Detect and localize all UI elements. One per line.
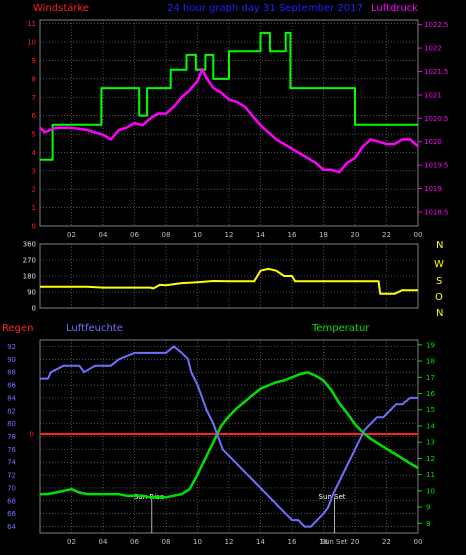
y-tick-label-humidity: 80: [7, 420, 16, 428]
y-tick-label-wind: 1: [32, 204, 36, 212]
y-tick-label-direction: 270: [23, 257, 36, 265]
x-tick-label: 16: [288, 538, 297, 546]
y-tick-label-wind: 10: [27, 39, 36, 47]
y-tick-label-pressure: 1021: [424, 91, 442, 99]
temperature-title: Temperatur: [311, 323, 370, 334]
y-tick-label-humidity: 82: [7, 407, 16, 415]
y-tick-label-temperature: 15: [426, 406, 435, 414]
y-tick-label-humidity: 92: [7, 343, 16, 351]
x-tick-label: 12: [225, 538, 234, 546]
x-tick-label: 04: [99, 538, 108, 546]
y-tick-label-wind: 2: [32, 186, 36, 194]
rain-axis-label: 0: [30, 431, 34, 439]
x-tick-label: 08: [162, 231, 171, 239]
y-tick-label-humidity: 88: [7, 369, 16, 377]
y-tick-label-temperature: 8: [426, 520, 430, 528]
y-tick-label-humidity: 64: [7, 523, 16, 531]
y-tick-label-temperature: 14: [426, 422, 435, 430]
x-tick-label: 14: [256, 231, 265, 239]
x-tick-label: 02: [67, 538, 76, 546]
direction-letter: S: [436, 276, 442, 287]
y-tick-label-humidity: 70: [7, 484, 16, 492]
y-tick-label-humidity: 68: [7, 497, 16, 505]
x-tick-label: 06: [130, 231, 139, 239]
y-tick-label-temperature: 11: [426, 471, 435, 479]
x-tick-label: 22: [382, 231, 391, 239]
y-tick-label-humidity: 86: [7, 382, 16, 390]
y-tick-label-humidity: 72: [7, 472, 16, 480]
y-tick-label-temperature: 18: [426, 358, 435, 366]
y-tick-label-temperature: 10: [426, 487, 435, 495]
direction-letter: N: [436, 240, 443, 251]
y-tick-label-direction: 360: [23, 241, 36, 249]
y-tick-label-humidity: 78: [7, 433, 16, 441]
y-tick-label-temperature: 9: [426, 504, 430, 512]
y-tick-label-pressure: 1020.5: [424, 115, 449, 123]
y-tick-label-direction: 180: [23, 273, 36, 281]
y-tick-label-direction: 0: [32, 305, 36, 313]
direction-series-line: [40, 267, 418, 295]
x-tick-label: 10: [193, 538, 202, 546]
chart-title: 24 hour graph day 31 September 2017: [167, 3, 363, 14]
y-tick-label-pressure: 1018.5: [424, 208, 449, 216]
y-tick-label-pressure: 1022.5: [424, 21, 449, 29]
y-tick-label-pressure: 1020: [424, 138, 442, 146]
x-tick-label: 22: [382, 538, 391, 546]
y-tick-label-pressure: 1019: [424, 185, 442, 193]
x-tick-label: 16: [288, 231, 297, 239]
y-tick-label-wind: 3: [32, 167, 36, 175]
x-tick-label: 04: [99, 231, 108, 239]
x-tick-label: 20: [351, 231, 360, 239]
x-tick-label: 14: [256, 538, 265, 546]
direction-letter: N: [436, 308, 443, 319]
y-tick-label-wind: 11: [27, 20, 36, 28]
x-tick-label: 18: [319, 538, 328, 546]
y-tick-label-temperature: 13: [426, 439, 435, 447]
y-tick-label-wind: 6: [32, 112, 37, 120]
y-tick-label-wind: 9: [32, 57, 36, 65]
sunset-axis-label: Sun Set: [321, 538, 348, 546]
x-tick-label: 00: [414, 538, 423, 546]
x-tick-label: 10: [193, 231, 202, 239]
y-tick-label-humidity: 76: [7, 446, 16, 454]
y-tick-label-temperature: 12: [426, 455, 435, 463]
y-tick-label-pressure: 1021.5: [424, 68, 449, 76]
y-tick-label-humidity: 84: [7, 394, 16, 402]
direction-letter: W: [434, 259, 444, 270]
wind-title: Windstärke: [33, 3, 89, 14]
pressure-series-line: [39, 67, 419, 174]
direction-letter: O: [435, 292, 443, 303]
y-tick-label-wind: 4: [32, 149, 37, 157]
y-tick-label-humidity: 90: [7, 356, 16, 364]
x-tick-label: 06: [130, 538, 139, 546]
y-tick-label-wind: 8: [32, 75, 36, 83]
x-tick-label: 18: [319, 231, 328, 239]
pressure-title: Luftdruck: [371, 3, 418, 14]
chart-panels: 012345678910111018.510191019.510201020.5…: [7, 19, 449, 546]
x-tick-label: 08: [162, 538, 171, 546]
x-tick-label: 02: [67, 231, 76, 239]
y-tick-label-temperature: 16: [426, 390, 435, 398]
y-tick-label-pressure: 1022: [424, 45, 442, 53]
wind-series-line: [40, 31, 418, 161]
y-tick-label-wind: 0: [32, 223, 36, 231]
y-tick-label-humidity: 74: [7, 459, 16, 467]
y-tick-label-temperature: 19: [426, 341, 435, 349]
y-tick-label-direction: 90: [27, 289, 36, 297]
y-tick-label-wind: 5: [32, 131, 36, 139]
x-tick-label: 00: [414, 231, 423, 239]
x-tick-label: 12: [225, 231, 234, 239]
y-tick-label-temperature: 17: [426, 374, 435, 382]
y-tick-label-humidity: 66: [7, 510, 16, 518]
humidity-series-line: [40, 345, 418, 528]
rain-title: Regen: [2, 323, 34, 334]
temperature-series-line: [40, 371, 419, 499]
x-tick-label: 20: [351, 538, 360, 546]
y-tick-label-pressure: 1019.5: [424, 162, 449, 170]
humidity-title: Luftfeuchte: [66, 323, 123, 334]
y-tick-label-wind: 7: [32, 94, 36, 102]
